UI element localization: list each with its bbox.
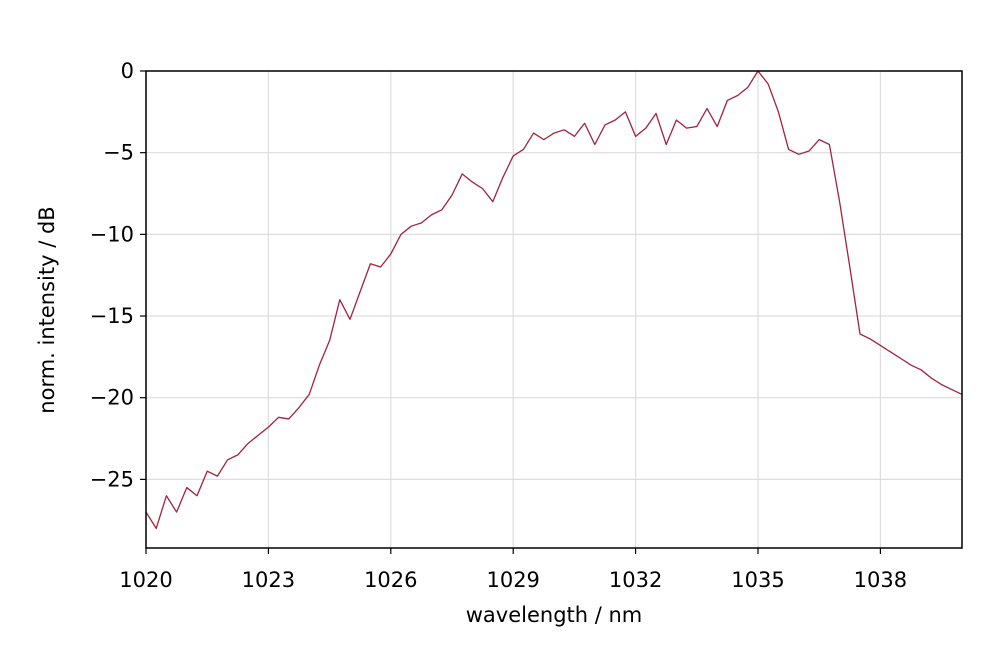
x-tick-label: 1032 [609, 568, 662, 592]
y-axis-label: norm. intensity / dB [35, 206, 59, 413]
plot-frame [145, 70, 963, 549]
y-tick-label: 0 [121, 59, 134, 83]
x-axis-label: wavelength / nm [466, 603, 643, 627]
y-tick-label: −15 [90, 304, 134, 328]
x-tick-label: 1038 [854, 568, 907, 592]
y-tick-label: −20 [90, 386, 134, 410]
y-tick-label: −25 [90, 467, 134, 491]
x-tick-label: 1029 [486, 568, 539, 592]
x-tick-label: 1023 [242, 568, 295, 592]
x-tick-label: 1035 [731, 568, 784, 592]
x-tick-label: 1026 [364, 568, 417, 592]
x-tick-label: 1020 [119, 568, 172, 592]
data-line [145, 70, 963, 530]
y-tick-label: −5 [103, 141, 134, 165]
y-tick-label: −10 [90, 222, 134, 246]
